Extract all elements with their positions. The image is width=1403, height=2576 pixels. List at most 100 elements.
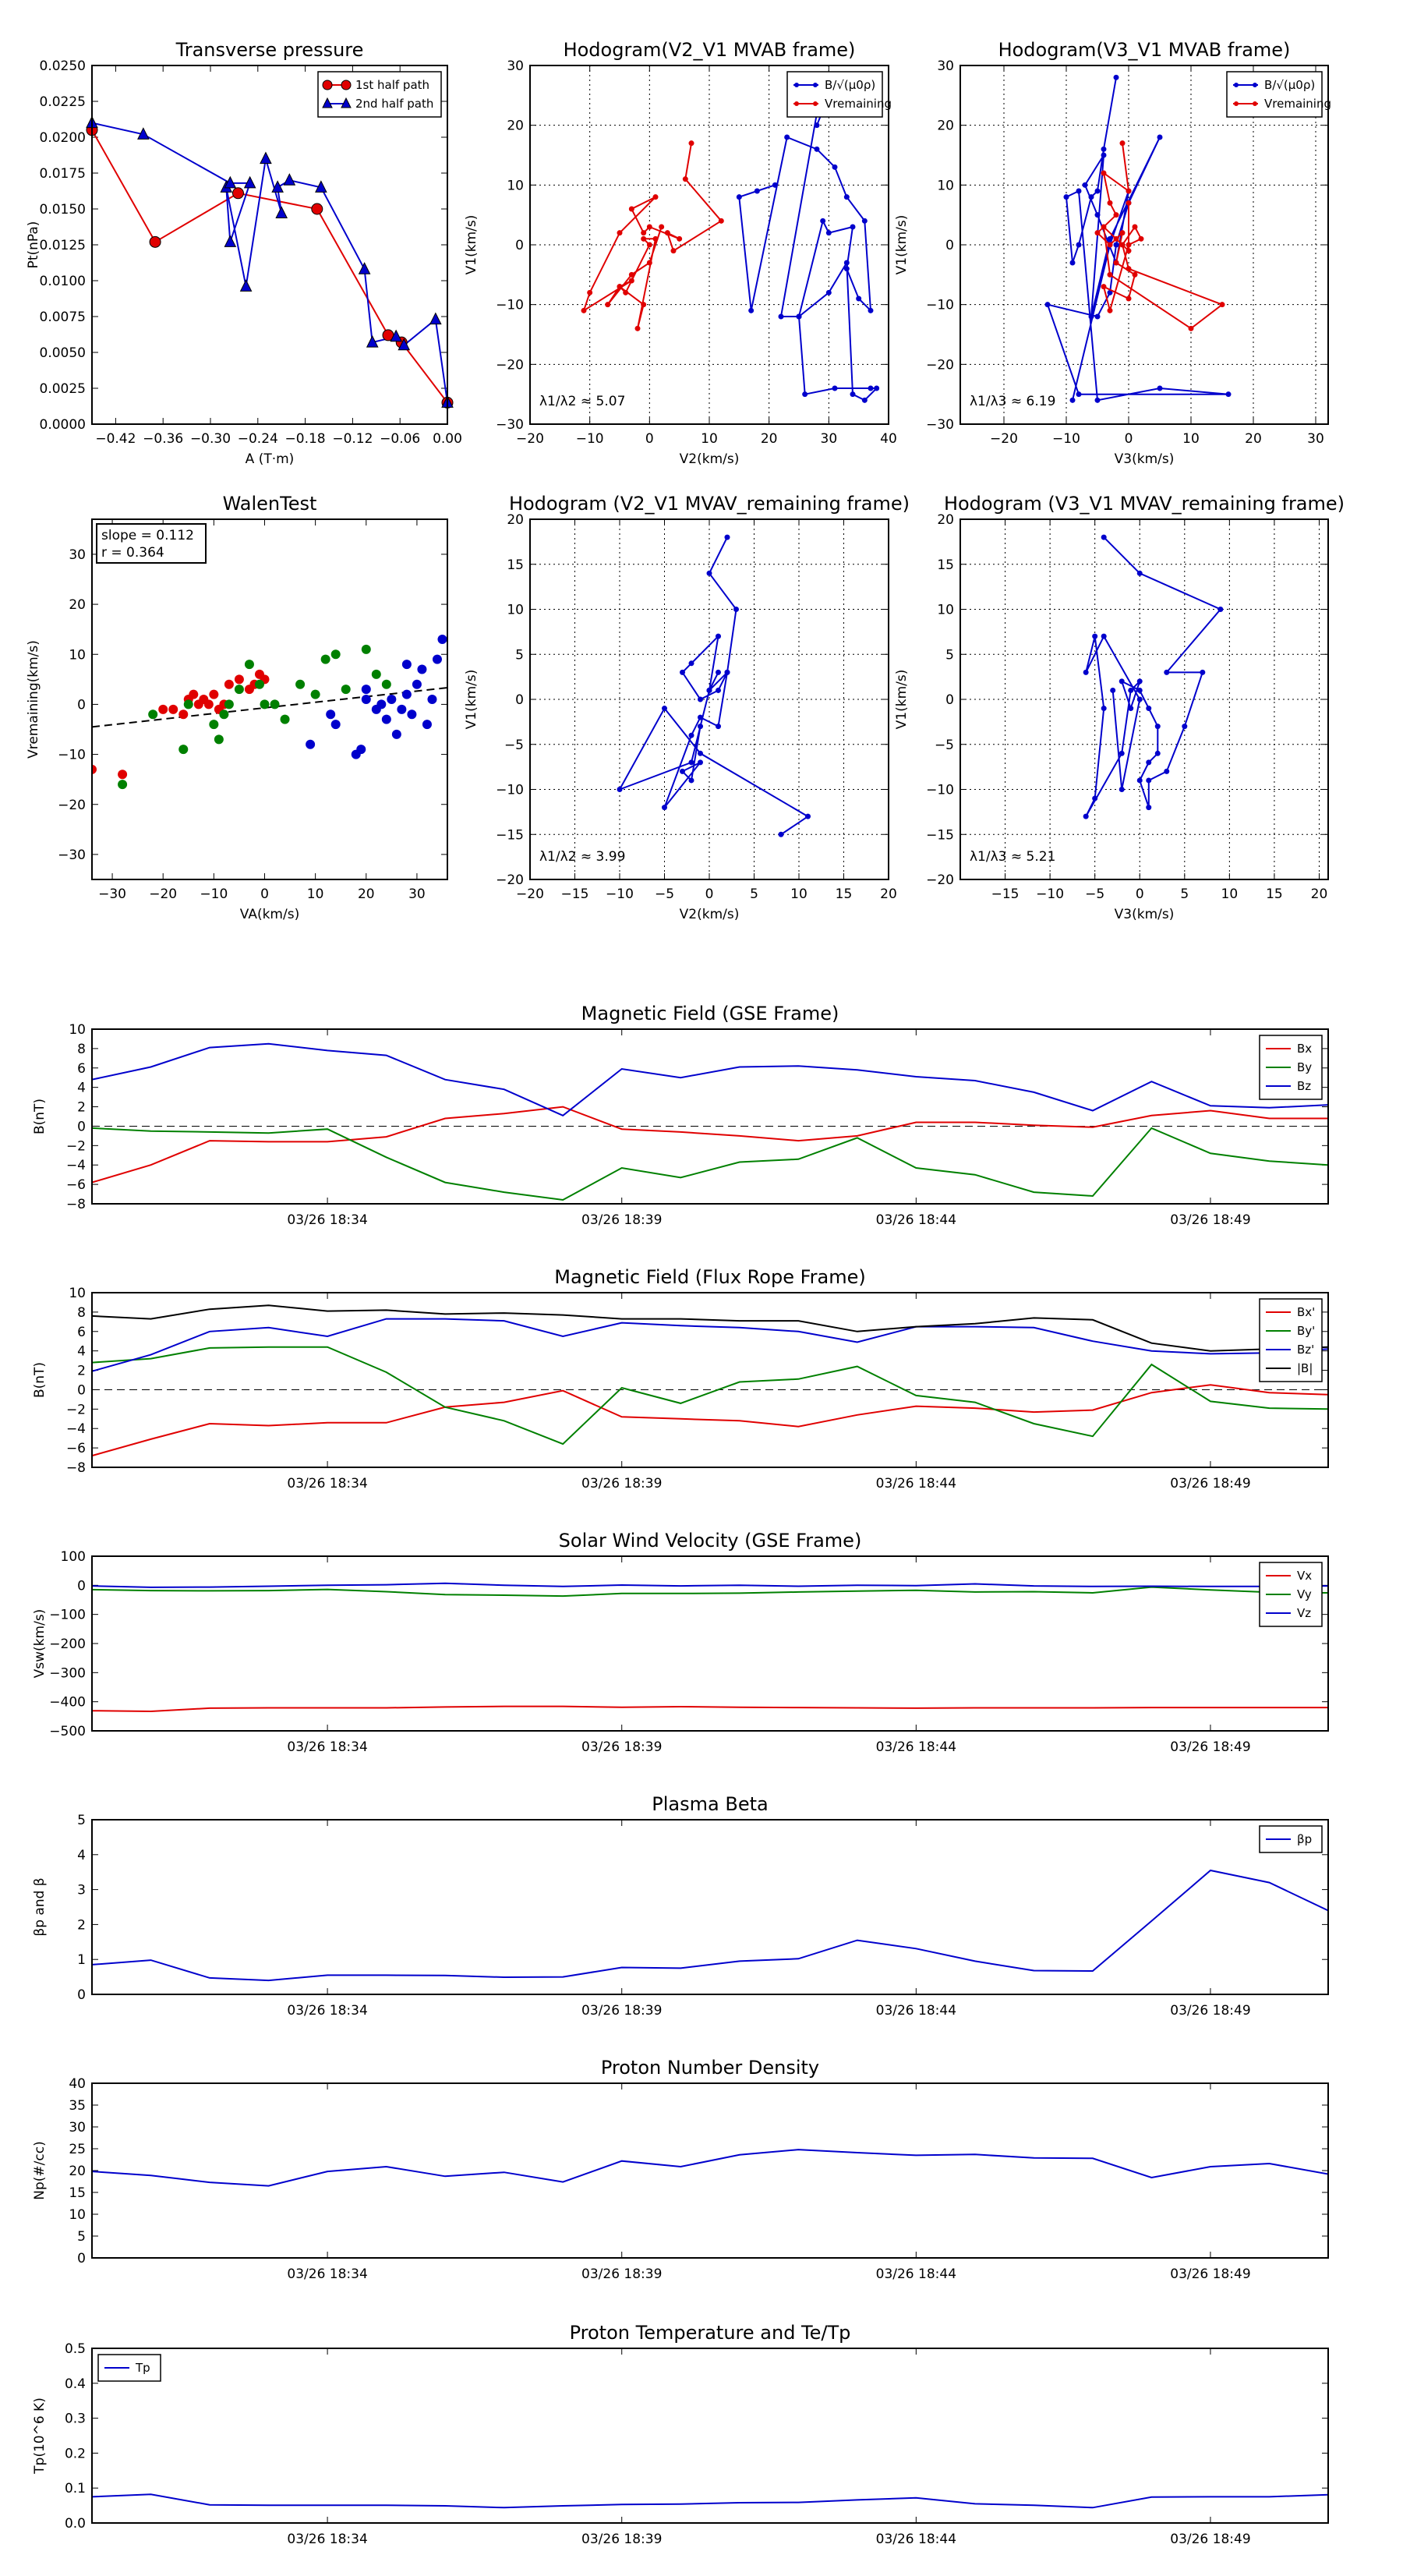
panel-proton_number_density: Proton Number Density 03/26 18:34 03/26 18… [32, 2057, 1329, 2282]
data-marker [581, 307, 587, 313]
data-marker [698, 696, 703, 702]
legend-marker [341, 97, 352, 108]
data-marker [680, 669, 685, 675]
scatter-point [320, 654, 330, 664]
data-marker [239, 279, 253, 292]
data-marker [628, 271, 634, 278]
y-axis-label: Vsw(km/s) [32, 1609, 48, 1679]
data-marker [646, 224, 652, 230]
x-tick-label: 30 [1307, 431, 1324, 447]
eigen-ratio-label: λ1/λ2 ≈ 3.99 [539, 849, 625, 865]
x-tick-label: −10 [606, 886, 634, 902]
y-tick-label: 10 [69, 2207, 86, 2223]
y-tick-label: 5 [515, 647, 524, 663]
chart-title: Magnetic Field (GSE Frame) [581, 1003, 839, 1024]
plot-area [92, 1304, 1328, 1457]
y-tick-label: −6 [66, 1441, 86, 1456]
y-axis-label: Tp(10^6 K) [32, 2397, 48, 2475]
legend: 1st half path 2nd half path [317, 71, 442, 118]
plot-area [581, 80, 880, 403]
scatter-point [437, 635, 447, 644]
y-tick-label: 0 [77, 1119, 86, 1134]
data-marker [1107, 242, 1113, 248]
scatter-point [432, 654, 442, 664]
chart-title: Hodogram (V3_V1 MVAV_remaining frame) [944, 493, 1345, 515]
data-marker [805, 813, 811, 819]
legend-label: βp [1297, 1832, 1312, 1846]
x-tick-label: 10 [790, 886, 808, 902]
eigen-ratio-label: λ1/λ2 ≈ 5.07 [539, 394, 625, 409]
chart-title: Hodogram(V3_V1 MVAB frame) [998, 39, 1291, 61]
plot-area [92, 635, 447, 790]
data-marker [677, 235, 683, 242]
data-marker [856, 295, 862, 302]
legend-label: |B| [1297, 1361, 1313, 1375]
axes-frame [91, 1819, 1329, 1995]
data-marker [1119, 678, 1125, 685]
scatter-point [224, 679, 234, 689]
y-tick-label: 20 [937, 119, 954, 134]
stats-line: r = 0.364 [101, 545, 164, 561]
scatter-point [92, 764, 97, 774]
series-line-1 [582, 143, 723, 329]
legend-label: By [1297, 1060, 1312, 1074]
y-tick-label: 0 [945, 238, 954, 253]
y-tick-label: 20 [937, 512, 954, 528]
y-tick-label: 0 [515, 238, 524, 253]
scatter-point [330, 649, 341, 660]
x-tick-label: −20 [516, 886, 544, 902]
x-tick-label: −10 [576, 431, 604, 447]
x-tick-label: 03/26 18:49 [1170, 1739, 1250, 1755]
data-marker [641, 302, 647, 308]
scatter-point [183, 699, 193, 709]
data-marker [754, 188, 760, 194]
data-marker [366, 335, 379, 348]
y-tick-label: 8 [77, 1042, 86, 1057]
data-marker [1044, 302, 1051, 308]
data-marker [832, 164, 838, 170]
x-tick-label: 03/26 18:49 [1170, 1476, 1250, 1491]
stats-line: slope = 0.112 [101, 528, 194, 543]
y-tick-label: 20 [507, 512, 524, 528]
y-tick-label: 20 [69, 2164, 86, 2179]
data-marker [1113, 212, 1119, 218]
data-marker [1182, 724, 1188, 730]
legend-marker [813, 101, 818, 106]
chart-title: Proton Number Density [601, 2057, 819, 2079]
data-marker [1069, 260, 1076, 266]
series-line-2 [92, 1042, 1328, 1116]
data-marker [850, 224, 856, 230]
x-tick-label: −5 [1085, 886, 1104, 902]
panel-hodogram_v3_mvav: Hodogram (V3_V1 MVAV_remaining frame) −15… [894, 493, 1345, 922]
y-tick-label: −20 [58, 798, 86, 813]
scatter-point [178, 709, 189, 720]
data-marker [1126, 266, 1132, 272]
y-tick-label: −500 [49, 1724, 86, 1739]
data-marker [843, 266, 850, 272]
x-tick-label: −15 [991, 886, 1020, 902]
x-tick-label: −0.12 [332, 431, 373, 447]
y-tick-label: −6 [66, 1177, 86, 1193]
series-line-0 [92, 1869, 1328, 1982]
axes-frame [529, 65, 889, 425]
data-marker [1132, 224, 1138, 230]
plot-area [92, 1869, 1328, 1982]
y-tick-label: 2 [77, 1364, 86, 1379]
legend-label: 2nd half path [355, 97, 433, 111]
legend-marker [794, 101, 799, 106]
data-marker [1164, 768, 1170, 774]
x-tick-label: 03/26 18:34 [287, 1739, 367, 1755]
data-marker [670, 248, 677, 254]
data-marker [832, 385, 838, 391]
legend-marker [1253, 101, 1257, 106]
plot-area [92, 1042, 1328, 1201]
data-marker [1154, 724, 1161, 730]
x-tick-label: 03/26 18:34 [287, 2532, 367, 2547]
x-tick-label: −10 [200, 886, 228, 902]
data-marker [1119, 140, 1126, 147]
y-tick-label: 15 [507, 557, 524, 573]
y-tick-label: −8 [66, 1197, 86, 1212]
legend-marker [794, 83, 799, 87]
y-axis-label: V1(km/s) [894, 670, 910, 730]
series-line-0 [617, 536, 810, 836]
